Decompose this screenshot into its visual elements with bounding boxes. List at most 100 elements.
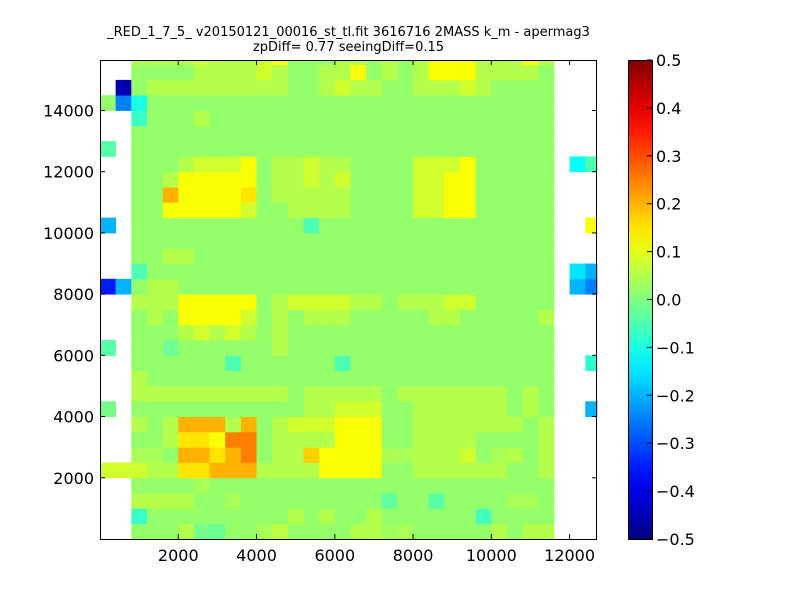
heatmap-cell xyxy=(209,79,226,96)
heatmap-cell xyxy=(350,202,367,219)
heatmap-cell xyxy=(413,156,430,173)
heatmap-cell xyxy=(366,248,383,264)
heatmap-cell xyxy=(287,477,304,494)
heatmap-cell xyxy=(193,294,210,310)
heatmap-cell xyxy=(506,401,524,417)
heatmap-cell xyxy=(303,431,320,448)
heatmap-cell xyxy=(350,187,367,203)
heatmap-cell xyxy=(475,477,492,494)
heatmap-cell xyxy=(193,493,210,509)
heatmap-cell xyxy=(413,340,430,356)
heatmap-cell xyxy=(413,447,430,463)
heatmap-cell xyxy=(366,217,383,234)
heatmap-cell xyxy=(475,493,492,509)
heatmap-cell xyxy=(366,493,383,509)
heatmap-cell xyxy=(193,248,210,264)
heatmap-cell xyxy=(366,508,383,525)
heatmap-cell xyxy=(178,447,195,463)
heatmap-cell xyxy=(209,447,226,463)
heatmap-cell xyxy=(366,523,383,540)
heatmap-cell xyxy=(475,187,492,203)
heatmap-cell xyxy=(460,401,477,417)
heatmap-cell xyxy=(538,370,555,387)
heatmap-cell xyxy=(428,385,445,402)
heatmap-cell xyxy=(538,217,555,234)
heatmap-cell xyxy=(460,248,477,264)
heatmap-cell xyxy=(444,401,461,417)
heatmap-cell xyxy=(319,79,336,96)
heatmap-cell xyxy=(491,462,508,479)
heatmap-cell xyxy=(428,355,445,372)
heatmap-cell xyxy=(444,156,461,173)
heatmap-cell xyxy=(366,324,383,341)
heatmap-cell xyxy=(303,79,320,96)
heatmap-cell xyxy=(506,431,524,448)
heatmap-cell xyxy=(115,462,132,479)
heatmap-cell xyxy=(193,416,210,433)
heatmap-cell xyxy=(193,95,210,111)
heatmap-cell xyxy=(397,171,414,188)
heatmap-cell xyxy=(319,324,336,341)
heatmap-cell xyxy=(413,278,430,295)
heatmap-cell xyxy=(397,125,414,142)
heatmap-cell xyxy=(506,309,524,326)
heatmap-cell xyxy=(287,462,304,479)
heatmap-cell xyxy=(256,294,273,310)
colorbar-tick-label: −0.5 xyxy=(656,530,695,549)
x-tick-label: 10000 xyxy=(466,546,517,565)
heatmap-cell xyxy=(193,508,210,525)
heatmap-cell xyxy=(491,355,508,372)
heatmap-cell xyxy=(381,232,398,249)
heatmap-cell xyxy=(428,217,445,234)
heatmap-cell xyxy=(538,110,555,127)
heatmap-cell xyxy=(444,493,461,509)
heatmap-cell xyxy=(193,278,210,295)
heatmap-cell xyxy=(381,523,398,540)
heatmap-cell xyxy=(162,477,179,494)
heatmap-cell xyxy=(240,125,257,142)
heatmap-cell xyxy=(460,79,477,96)
heatmap-cell xyxy=(193,60,210,65)
heatmap-cell xyxy=(366,416,383,433)
heatmap-cell xyxy=(162,447,179,463)
y-axis: 2000 4000 6000 8000 10000 12000 14000 xyxy=(43,102,597,488)
heatmap-cell xyxy=(225,263,242,280)
heatmap-cell xyxy=(569,278,586,295)
heatmap-cell xyxy=(225,355,242,372)
heatmap-cell xyxy=(444,416,461,433)
heatmap-cell xyxy=(225,125,242,142)
heatmap-cell xyxy=(475,171,492,188)
x-tick-label: 2000 xyxy=(158,546,199,565)
heatmap-cell xyxy=(428,278,445,295)
heatmap-cell xyxy=(350,508,367,525)
heatmap-cell xyxy=(240,60,257,65)
heatmap-cell xyxy=(397,79,414,96)
heatmap-cell xyxy=(397,477,414,494)
y-tick-label: 4000 xyxy=(53,408,94,427)
heatmap-cell xyxy=(319,171,336,188)
heatmap-cell xyxy=(100,141,117,157)
heatmap-cell xyxy=(131,340,148,356)
heatmap-cell xyxy=(381,294,398,310)
heatmap-cell xyxy=(506,508,524,525)
heatmap-cell xyxy=(491,141,508,157)
heatmap-cell xyxy=(131,156,148,173)
heatmap-cell xyxy=(240,156,257,173)
heatmap-cell xyxy=(287,95,304,111)
heatmap-cell xyxy=(146,431,164,448)
heatmap-cell xyxy=(256,309,273,326)
heatmap-cell xyxy=(475,263,492,280)
heatmap-cell xyxy=(209,125,226,142)
heatmap-cell xyxy=(319,141,336,157)
heatmap-cell xyxy=(178,202,195,219)
heatmap-cell xyxy=(381,110,398,127)
heatmap-cell xyxy=(397,141,414,157)
heatmap-cell xyxy=(178,156,195,173)
heatmap-cell xyxy=(162,431,179,448)
heatmap-cell xyxy=(413,125,430,142)
heatmap-cell xyxy=(319,508,336,525)
heatmap-cell xyxy=(272,493,289,509)
heatmap-cell xyxy=(350,141,367,157)
heatmap-cell xyxy=(272,401,289,417)
heatmap-cell xyxy=(491,370,508,387)
